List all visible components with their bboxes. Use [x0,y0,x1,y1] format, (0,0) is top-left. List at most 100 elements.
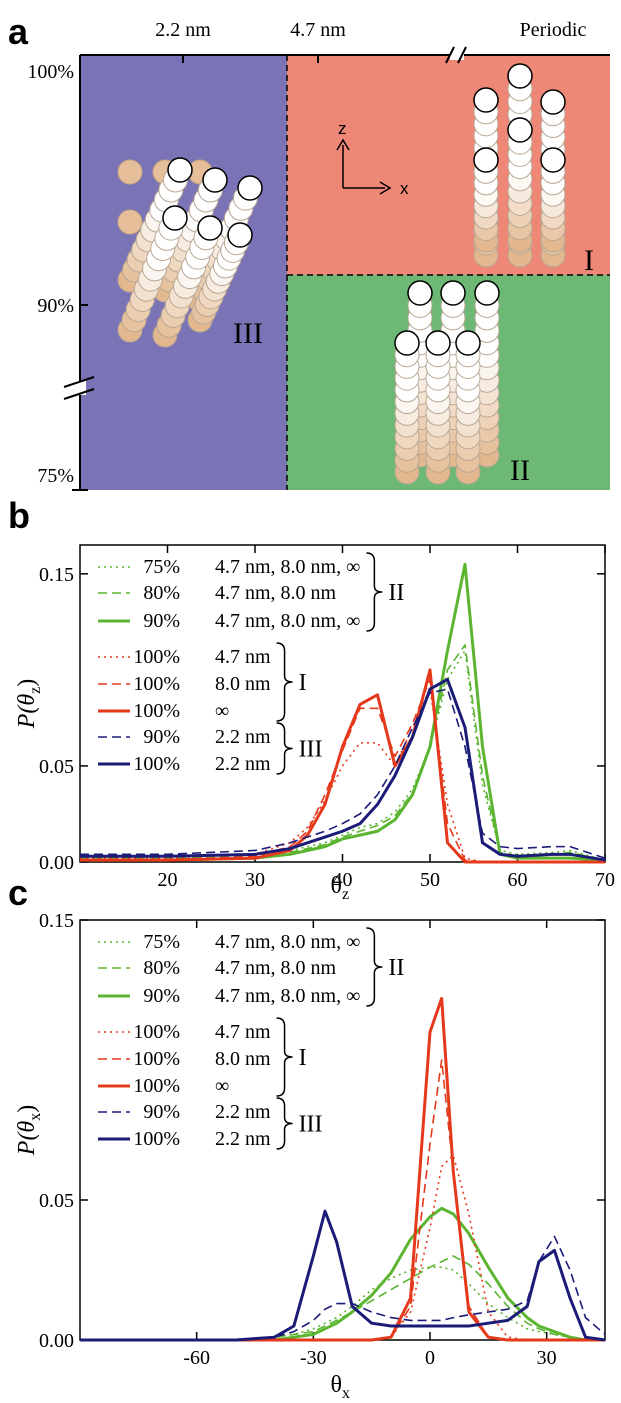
series-line [80,1209,606,1342]
y-axis-label-sub: x [27,1113,44,1121]
y-axis-label-sub: z [27,687,44,694]
legend-group-label: I [299,670,307,696]
axis-break [457,46,467,64]
y-tick-label: 0.15 [39,564,74,586]
legend-label: 90% [143,610,180,632]
molecule-bead [507,117,533,143]
y-tick-label: 0.05 [39,756,74,778]
molecule-bead [227,222,253,248]
legend-label: ∞ [215,700,229,722]
axis-name: z [338,119,347,138]
x-axis-label-main: θ [331,1372,343,1398]
left-label: 100% [27,61,74,83]
series-line [80,1266,605,1341]
legend-label: 4.7 nm, 8.0 nm, ∞ [215,985,360,1007]
legend-label: 80% [143,582,180,604]
x-tick-label: 0 [425,1347,435,1369]
legend-label: 2.2 nm [215,1128,271,1150]
top-label: Periodic [520,19,587,41]
molecule-bead [425,330,451,356]
molecules [117,63,566,485]
molecule-bead [507,63,533,89]
x-tick-label: 70 [595,869,615,891]
series-line [80,649,606,861]
molecule-bead [162,205,188,231]
legend-label: 90% [143,1101,180,1123]
region-label: I [584,244,594,277]
left-label: 75% [37,465,74,487]
legend-group-label: III [299,1112,323,1138]
axis-name: x [400,179,409,198]
legend-brace [276,1017,293,1097]
series-line [80,688,606,859]
legend-label: 4.7 nm, 8.0 nm [215,582,337,604]
legend-label: 90% [143,726,180,748]
legend-label: 4.7 nm, 8.0 nm, ∞ [215,931,360,953]
molecule-bead [540,89,566,115]
x-tick-label: 60 [508,869,528,891]
panel-letter: b [8,495,30,536]
legend-group-label: II [388,580,404,606]
legend-label: 2.2 nm [215,1101,271,1123]
x-axis-label-sub: x [342,1385,350,1402]
legend-brace [276,1097,293,1150]
legend-label: 100% [133,1128,180,1150]
legend-label: 100% [133,1048,180,1070]
y-axis-label-end: ) [14,1105,40,1113]
series-line [80,562,606,862]
legend-brace [366,927,383,1007]
x-tick-label: 20 [158,869,178,891]
x-axis-label-sub: z [342,886,349,903]
axis-break [450,50,464,60]
legend-label: 2.2 nm [215,726,271,748]
y-tick-label: 0.15 [39,910,74,932]
x-axis-label: θx [331,1372,351,1402]
top-label: 4.7 nm [290,19,346,41]
series-line [80,1235,606,1341]
top-label: 2.2 nm [155,19,211,41]
left-label: 90% [37,295,74,317]
axis-break [445,46,455,64]
molecule-bead [117,209,143,235]
y-tick-label: 0.00 [39,852,74,874]
series-line [80,1206,605,1342]
legend-brace [276,642,293,722]
region-label: III [233,317,263,350]
y-axis-label-end: ) [14,679,40,687]
series-line [80,1255,605,1341]
y-axis-label-main: P(θ [14,694,40,730]
axis-break [63,376,95,388]
legend-group-label: III [299,737,323,763]
legend-label: 4.7 nm, 8.0 nm [215,957,337,979]
x-tick-label: -60 [183,1347,210,1369]
molecule-bead [167,157,193,183]
legend-label: ∞ [215,1075,229,1097]
x-tick-label: 40 [333,869,353,891]
legend-brace [366,552,383,632]
molecule-bead [202,167,228,193]
y-axis-label: P(θz) [14,679,44,730]
x-tick-label: -30 [300,1347,327,1369]
panel-letter: c [8,872,28,913]
legend-label: 100% [133,700,180,722]
molecule-bead [197,215,223,241]
molecule-bead [394,330,420,356]
legend-label: 100% [133,753,180,775]
panel-letter: a [8,11,29,52]
y-tick-label: 0.00 [39,1330,74,1352]
legend-label: 2.2 nm [215,753,271,775]
legend-label: 8.0 nm [215,673,271,695]
legend-label: 4.7 nm [215,646,271,668]
molecule-bead [473,87,499,113]
molecule-bead [473,147,499,173]
legend-label: 75% [143,931,180,953]
legend-label: 4.7 nm, 8.0 nm, ∞ [215,556,360,578]
series-line [80,1154,605,1341]
molecule-bead [440,280,466,306]
legend-label: 100% [133,1021,180,1043]
molecule-bead [237,175,263,201]
molecule-bead [455,330,481,356]
molecule-bead [540,147,566,173]
legend-brace [276,722,293,775]
